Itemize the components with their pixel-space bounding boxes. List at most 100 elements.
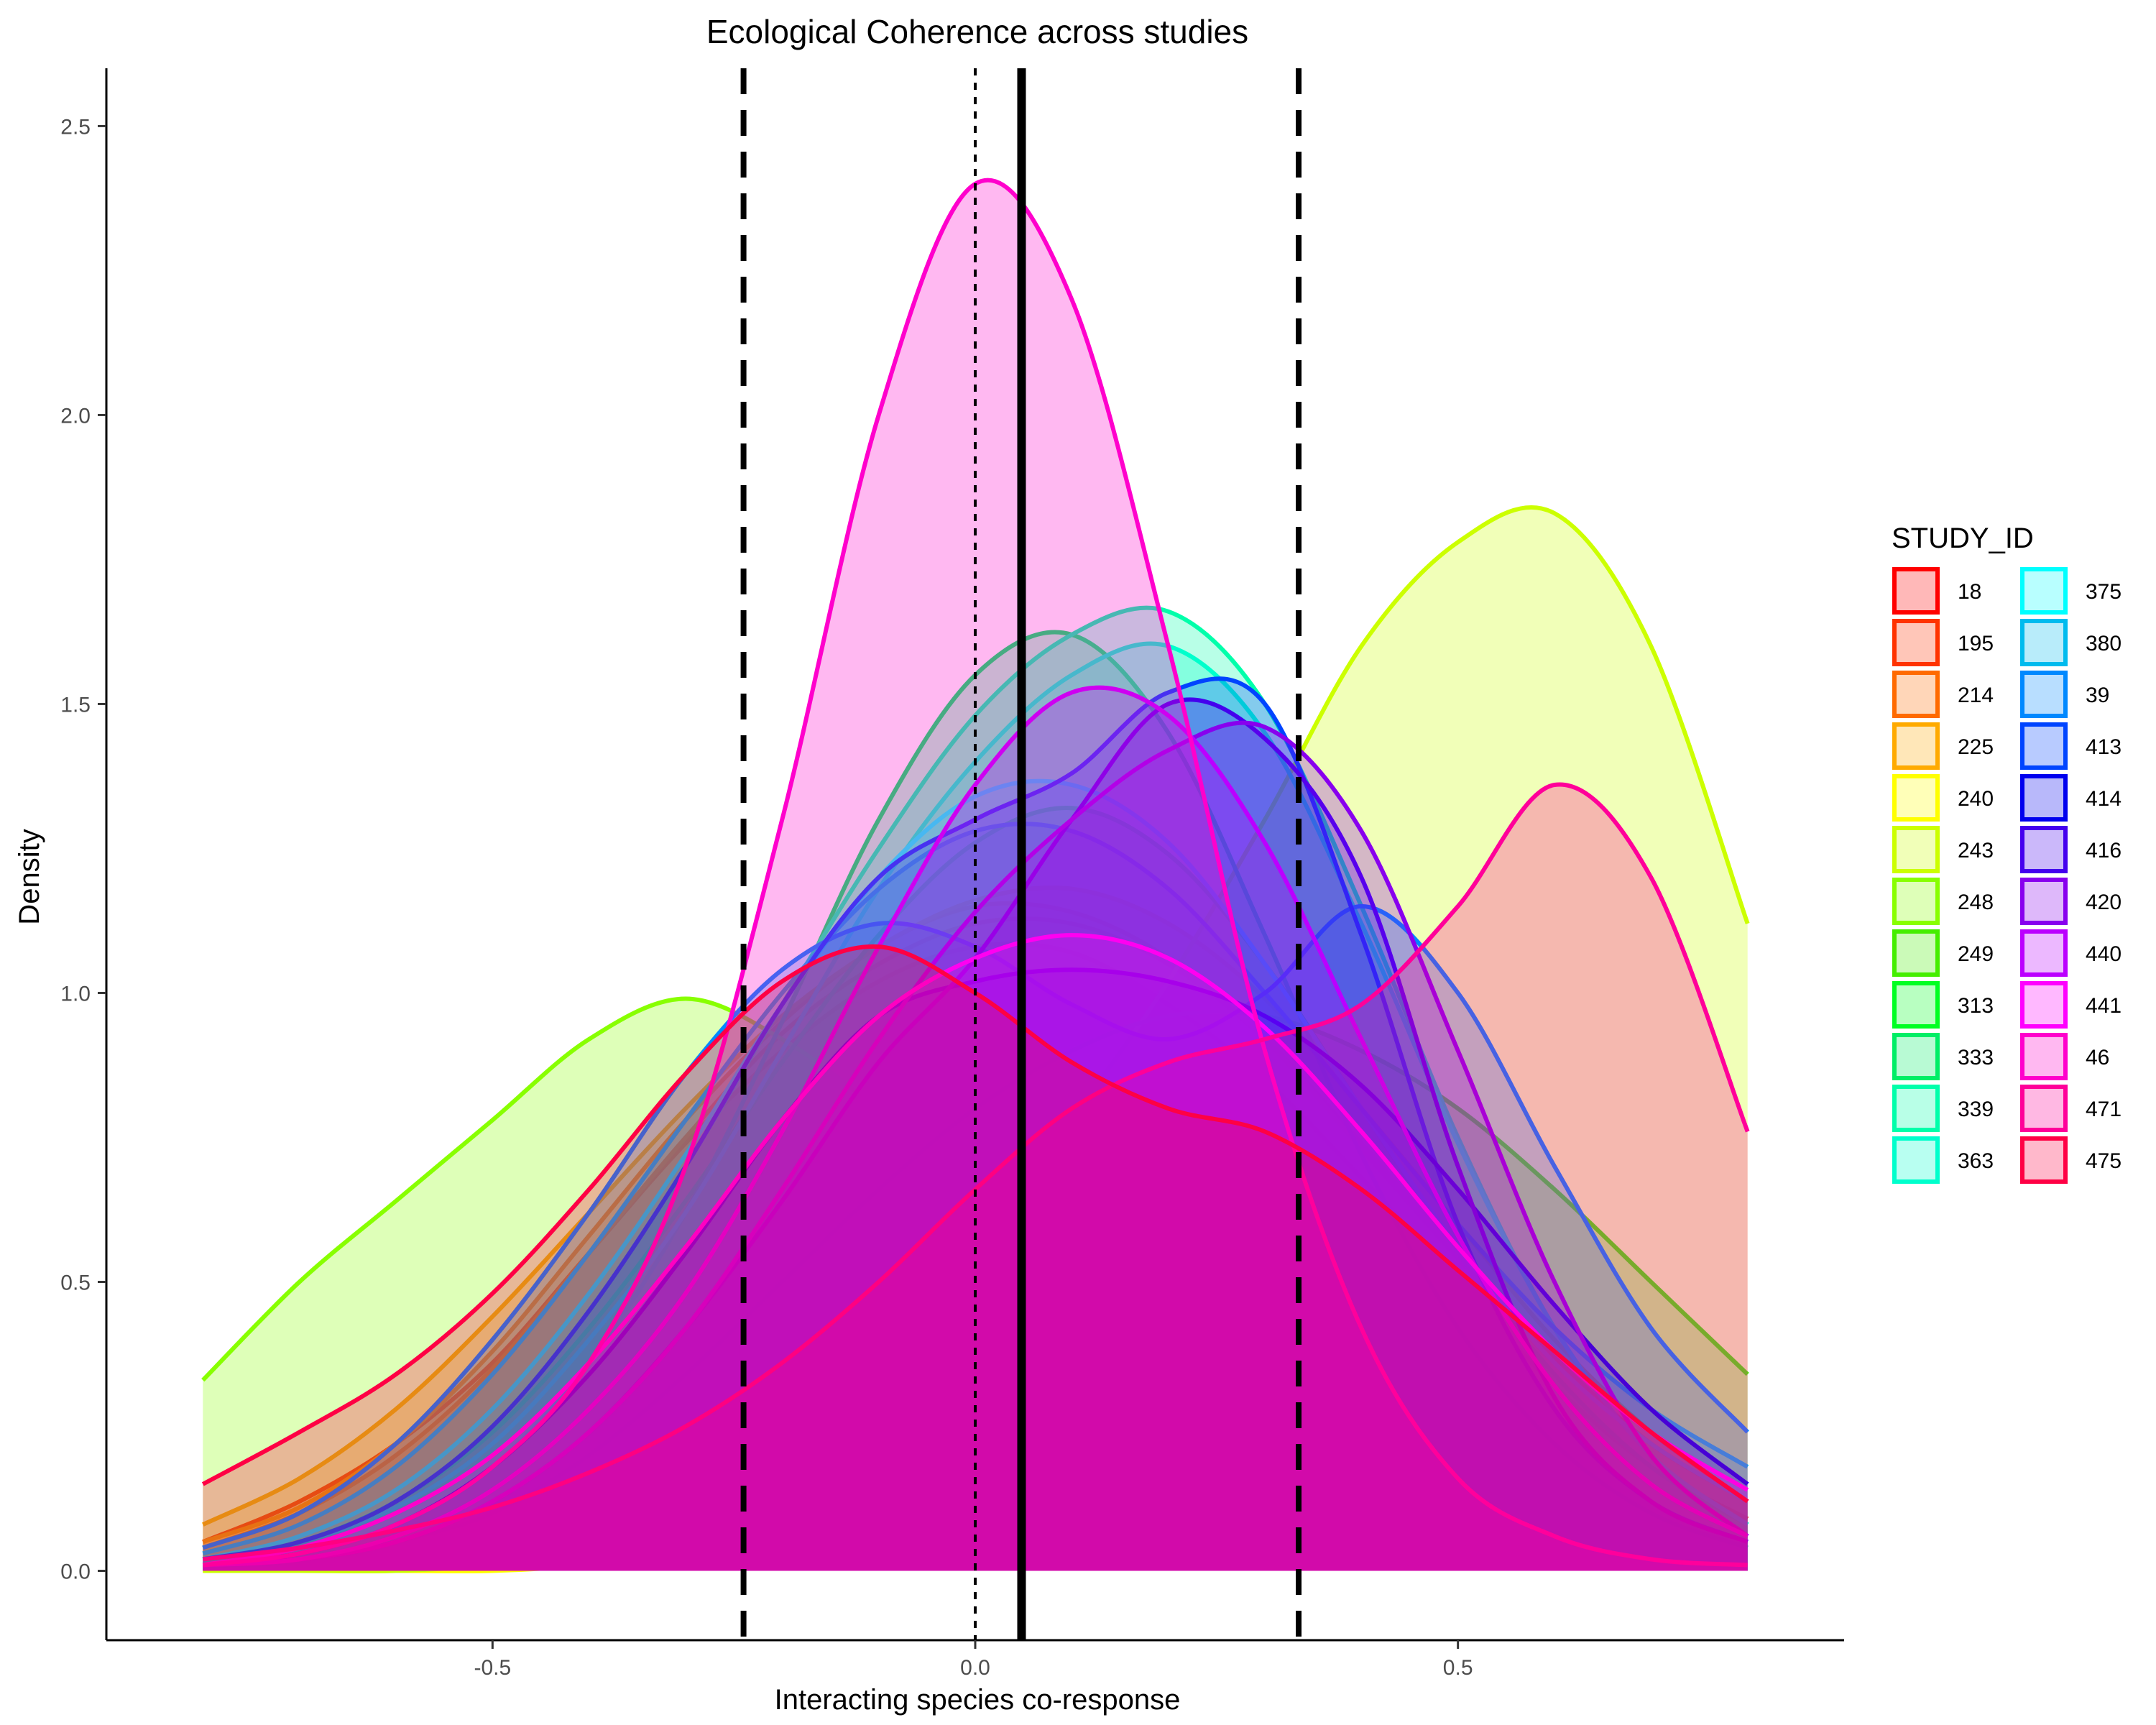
density-area-380 xyxy=(203,824,1748,1571)
legend-label: 440 xyxy=(2086,942,2122,966)
density-line-248 xyxy=(201,996,1749,1539)
legend-label: 225 xyxy=(1958,735,1994,759)
legend-swatch xyxy=(1892,929,1940,977)
legend-item-475: 475 xyxy=(2020,1136,2122,1184)
legend-swatch xyxy=(2020,619,2068,666)
legend-item-420: 420 xyxy=(2020,878,2122,925)
legend-item-18: 18 xyxy=(1892,567,1981,615)
legend-label: 214 xyxy=(1958,684,1994,707)
legend-label: 413 xyxy=(2086,735,2122,759)
legend-item-441: 441 xyxy=(2020,981,2122,1029)
legend-item-214: 214 xyxy=(1892,671,1994,718)
density-area-243 xyxy=(203,507,1748,1572)
y-tick-label: 1.0 xyxy=(60,982,91,1006)
legend-swatch xyxy=(1892,671,1940,718)
legend-label: 339 xyxy=(1958,1098,1994,1121)
legend-label: 471 xyxy=(2086,1098,2122,1121)
legend-swatch xyxy=(1892,826,1940,873)
y-tick-label: 2.0 xyxy=(60,404,91,428)
legend-label: 363 xyxy=(1958,1149,1994,1173)
density-area-248 xyxy=(203,998,1748,1571)
legend-label: 39 xyxy=(2086,684,2109,707)
y-tick-label: 1.5 xyxy=(60,693,91,717)
legend-item-414: 414 xyxy=(2020,774,2122,822)
legend-swatch xyxy=(2020,1136,2068,1184)
density-area-471 xyxy=(203,784,1748,1571)
legend-item-471: 471 xyxy=(2020,1085,2122,1132)
legend-swatch xyxy=(2020,567,2068,615)
legend-label: 414 xyxy=(2086,787,2122,811)
legend-item-249: 249 xyxy=(1892,929,1994,977)
legend-label: 380 xyxy=(2086,632,2122,656)
density-area-333 xyxy=(203,632,1748,1571)
x-tick-label: 0.5 xyxy=(1443,1656,1473,1680)
legend-label: 249 xyxy=(1958,942,1994,966)
density-area-414 xyxy=(203,970,1748,1571)
legend-swatch xyxy=(1892,1033,1940,1080)
legend-item-243: 243 xyxy=(1892,826,1994,873)
legend-swatch xyxy=(1892,774,1940,822)
legend-label: 46 xyxy=(2086,1046,2109,1070)
density-area-475 xyxy=(203,946,1748,1571)
legend-item-440: 440 xyxy=(2020,929,2122,977)
legend-item-39: 39 xyxy=(2020,671,2109,718)
legend-swatch xyxy=(2020,929,2068,977)
legend-label: 240 xyxy=(1958,787,1994,811)
y-axis-label: Density xyxy=(14,829,45,924)
x-tick-label: 0.0 xyxy=(960,1656,990,1680)
legend-swatch xyxy=(2020,826,2068,873)
legend-item-416: 416 xyxy=(2020,826,2122,873)
x-axis-label: Interacting species co-response xyxy=(775,1684,1181,1716)
legend-title: STUDY_ID xyxy=(1892,523,2034,554)
legend-item-248: 248 xyxy=(1892,878,1994,925)
legend-label: 248 xyxy=(1958,891,1994,914)
legend-swatch xyxy=(1892,981,1940,1029)
legend-swatch xyxy=(1892,722,1940,770)
legend-swatch xyxy=(2020,1085,2068,1132)
legend-item-339: 339 xyxy=(1892,1085,1994,1132)
density-area-240 xyxy=(203,1140,1748,1572)
legend-label: 18 xyxy=(1958,580,1981,604)
legend-swatch xyxy=(2020,774,2068,822)
legend-swatch xyxy=(1892,619,1940,666)
density-line-313 xyxy=(202,805,1749,1562)
legend-item-240: 240 xyxy=(1892,774,1994,822)
legend-swatch xyxy=(1892,1136,1940,1184)
density-line-363 xyxy=(202,641,1749,1562)
legend-label: 441 xyxy=(2086,994,2122,1018)
legend-item-380: 380 xyxy=(2020,619,2122,666)
legend-label: 195 xyxy=(1958,632,1994,656)
x-tick-label: -0.5 xyxy=(474,1656,511,1680)
legend-swatch xyxy=(2020,722,2068,770)
legend-swatch xyxy=(1892,1085,1940,1132)
density-line-475 xyxy=(201,944,1749,1504)
chart-title: Ecological Coherence across studies xyxy=(706,13,1248,50)
legend-item-375: 375 xyxy=(2020,567,2122,615)
legend-label: 313 xyxy=(1958,994,1994,1018)
density-area-440 xyxy=(203,687,1748,1571)
legend-swatch xyxy=(2020,878,2068,925)
legend-swatch xyxy=(2020,981,2068,1029)
reference-lines xyxy=(740,68,1302,1640)
legend-item-333: 333 xyxy=(1892,1033,1994,1080)
legend-label: 416 xyxy=(2086,839,2122,862)
legend-label: 475 xyxy=(2086,1149,2122,1173)
legend-swatch xyxy=(1892,878,1940,925)
y-tick-label: 0.0 xyxy=(60,1560,91,1584)
density-line-420 xyxy=(203,720,1749,1568)
legend-item-195: 195 xyxy=(1892,619,1994,666)
legend-label: 333 xyxy=(1958,1046,1994,1070)
legend-item-413: 413 xyxy=(2020,722,2122,770)
density-area-225 xyxy=(203,888,1748,1571)
y-tick-label: 0.5 xyxy=(60,1271,91,1294)
legend-label: 375 xyxy=(2086,580,2122,604)
legend: STUDY_ID 18 195 214 225 240 243 248 249 313 333 33… xyxy=(1892,523,2122,1184)
legend-swatch xyxy=(2020,671,2068,718)
legend-item-363: 363 xyxy=(1892,1136,1994,1184)
y-tick-label: 2.5 xyxy=(60,115,91,139)
legend-label: 243 xyxy=(1958,839,1994,862)
legend-swatch xyxy=(1892,567,1940,615)
density-line-243 xyxy=(203,505,1750,1574)
legend-item-46: 46 xyxy=(2020,1033,2109,1080)
